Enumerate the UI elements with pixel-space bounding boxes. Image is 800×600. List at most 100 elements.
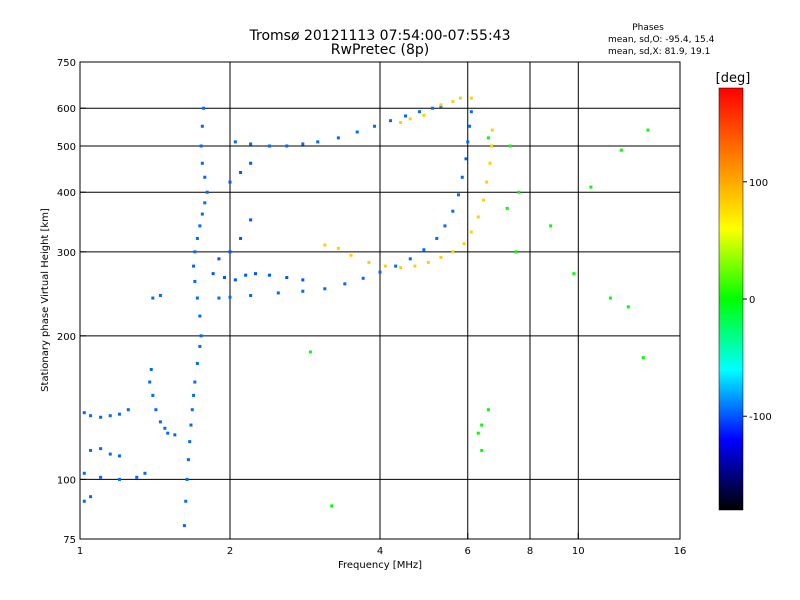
- echo-point: [439, 255, 443, 259]
- y-tick-label: 400: [57, 188, 76, 199]
- echo-point: [193, 279, 197, 283]
- echo-point: [205, 190, 209, 194]
- echo-point: [82, 471, 86, 475]
- echo-point: [316, 140, 320, 144]
- echo-point: [223, 276, 227, 280]
- echo-point: [189, 423, 193, 427]
- echo-point: [228, 295, 232, 299]
- colorbar-tick-label: 0: [749, 295, 755, 306]
- echo-point: [367, 260, 371, 264]
- echo-point: [490, 128, 494, 132]
- echo-point: [158, 293, 162, 297]
- echo-point: [413, 264, 417, 268]
- colorbar-label: [deg]: [716, 71, 751, 86]
- y-tick-label: 600: [57, 104, 76, 115]
- echo-point: [481, 198, 485, 202]
- echo-point: [166, 431, 170, 435]
- echo-point: [468, 124, 472, 128]
- echo-point: [466, 140, 470, 144]
- echo-point: [323, 243, 327, 247]
- y-tick-label: 300: [57, 248, 76, 259]
- echo-point: [249, 142, 253, 146]
- echo-point: [158, 420, 162, 424]
- echo-point: [457, 193, 461, 197]
- echo-point: [514, 250, 518, 254]
- stats-heading: Phases: [632, 23, 664, 33]
- echo-point: [301, 289, 305, 293]
- echo-point: [192, 264, 196, 268]
- echo-point: [199, 334, 203, 338]
- trace: [217, 110, 473, 300]
- x-tick-label: 6: [465, 546, 471, 557]
- echo-point: [195, 361, 199, 365]
- echo-point: [626, 305, 630, 309]
- echo-point: [462, 242, 466, 246]
- echo-point: [99, 475, 103, 479]
- trace: [211, 161, 305, 282]
- echo-point: [426, 260, 430, 264]
- echo-point: [203, 201, 207, 205]
- echo-point: [203, 175, 207, 179]
- echo-point: [163, 426, 167, 430]
- colorbar-tick-label: -100: [749, 412, 772, 423]
- echo-point: [200, 124, 204, 128]
- y-tick-label: 500: [57, 142, 76, 153]
- echo-point: [211, 272, 215, 276]
- echo-point: [451, 209, 455, 213]
- echo-point: [99, 447, 103, 451]
- echo-point: [469, 230, 473, 234]
- echo-point: [451, 99, 455, 103]
- grid-lines: [80, 62, 680, 539]
- echo-point: [399, 266, 403, 270]
- echo-point: [117, 477, 121, 481]
- echo-point: [249, 218, 253, 222]
- echo-point: [89, 448, 93, 452]
- echo-point: [186, 458, 190, 462]
- y-tick-label: 75: [63, 535, 76, 546]
- echo-point: [108, 414, 112, 418]
- echo-point: [343, 282, 347, 286]
- echo-point: [195, 296, 199, 300]
- echo-point: [198, 314, 202, 318]
- echo-point: [267, 144, 271, 148]
- colorbar-tick-label: 100: [749, 178, 768, 189]
- echo-point: [490, 144, 494, 148]
- echo-point: [99, 415, 103, 419]
- x-tick-label: 4: [377, 546, 383, 557]
- echo-point: [361, 276, 365, 280]
- trace: [182, 106, 209, 528]
- echo-point: [488, 161, 492, 165]
- stats-box: Phases mean, sd,O: -95.4, 15.4 mean, sd,…: [608, 23, 715, 57]
- echo-point: [301, 278, 305, 282]
- echo-point: [394, 264, 398, 268]
- echo-point: [173, 433, 177, 437]
- echo-point: [301, 142, 305, 146]
- echo-point: [646, 128, 650, 132]
- echo-point: [276, 291, 280, 295]
- x-axis: 1 2 4 6 8 10 16: [77, 533, 686, 557]
- echo-point: [505, 206, 509, 210]
- echo-point: [149, 367, 153, 371]
- echo-point: [193, 380, 197, 384]
- echo-point: [422, 248, 426, 252]
- echo-point: [422, 113, 426, 117]
- echo-point: [469, 110, 473, 114]
- echo-point: [476, 215, 480, 219]
- echo-point: [239, 236, 243, 240]
- echo-point: [193, 250, 197, 254]
- stats-line-o: mean, sd,O: -95.4, 15.4: [608, 35, 715, 45]
- echo-point: [572, 272, 576, 276]
- echo-point: [549, 224, 553, 228]
- echo-point: [185, 477, 189, 481]
- echo-point: [200, 161, 204, 165]
- echo-point: [143, 471, 147, 475]
- echo-point: [182, 524, 186, 528]
- echo-point: [451, 250, 455, 254]
- trace: [148, 293, 177, 437]
- echo-point: [89, 414, 93, 418]
- echo-point: [485, 180, 489, 184]
- echo-point: [82, 499, 86, 503]
- echo-point: [117, 454, 121, 458]
- echo-point: [517, 190, 521, 194]
